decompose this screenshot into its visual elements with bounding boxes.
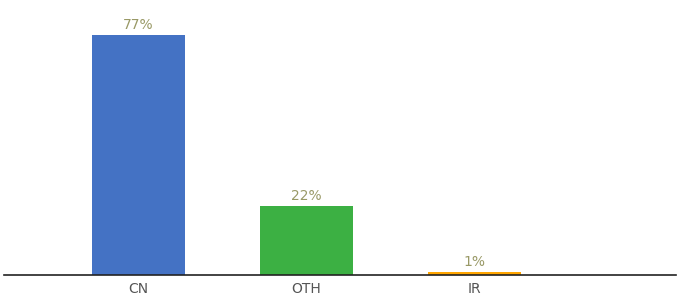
Text: 77%: 77% — [123, 18, 154, 32]
Bar — [260, 206, 353, 275]
Text: 22%: 22% — [291, 189, 322, 203]
Text: 1%: 1% — [463, 255, 486, 269]
Bar — [92, 35, 185, 275]
Bar — [428, 272, 520, 275]
